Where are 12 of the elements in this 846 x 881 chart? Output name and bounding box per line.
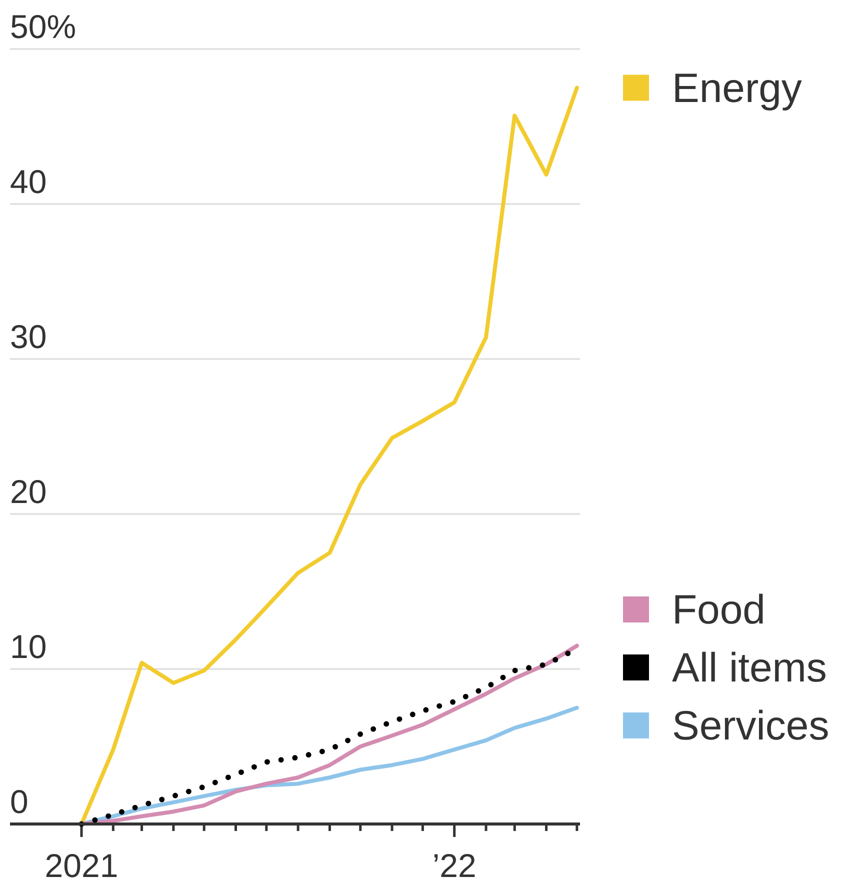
y-tick-label: 0 — [10, 783, 28, 820]
x-tick-label: ’22 — [432, 847, 476, 881]
legend-label: Energy — [672, 64, 802, 111]
y-tick-label: 50% — [10, 8, 76, 45]
legend-label: All items — [672, 644, 827, 690]
y-tick-label: 30 — [10, 318, 47, 355]
legend-label: Services — [672, 702, 830, 748]
y-tick-label: 10 — [10, 628, 47, 665]
y-tick-label: 40 — [10, 163, 47, 200]
x-tick-label: 2021 — [44, 847, 118, 881]
legend-label: Food — [672, 586, 766, 632]
y-tick-label: 20 — [10, 473, 47, 510]
